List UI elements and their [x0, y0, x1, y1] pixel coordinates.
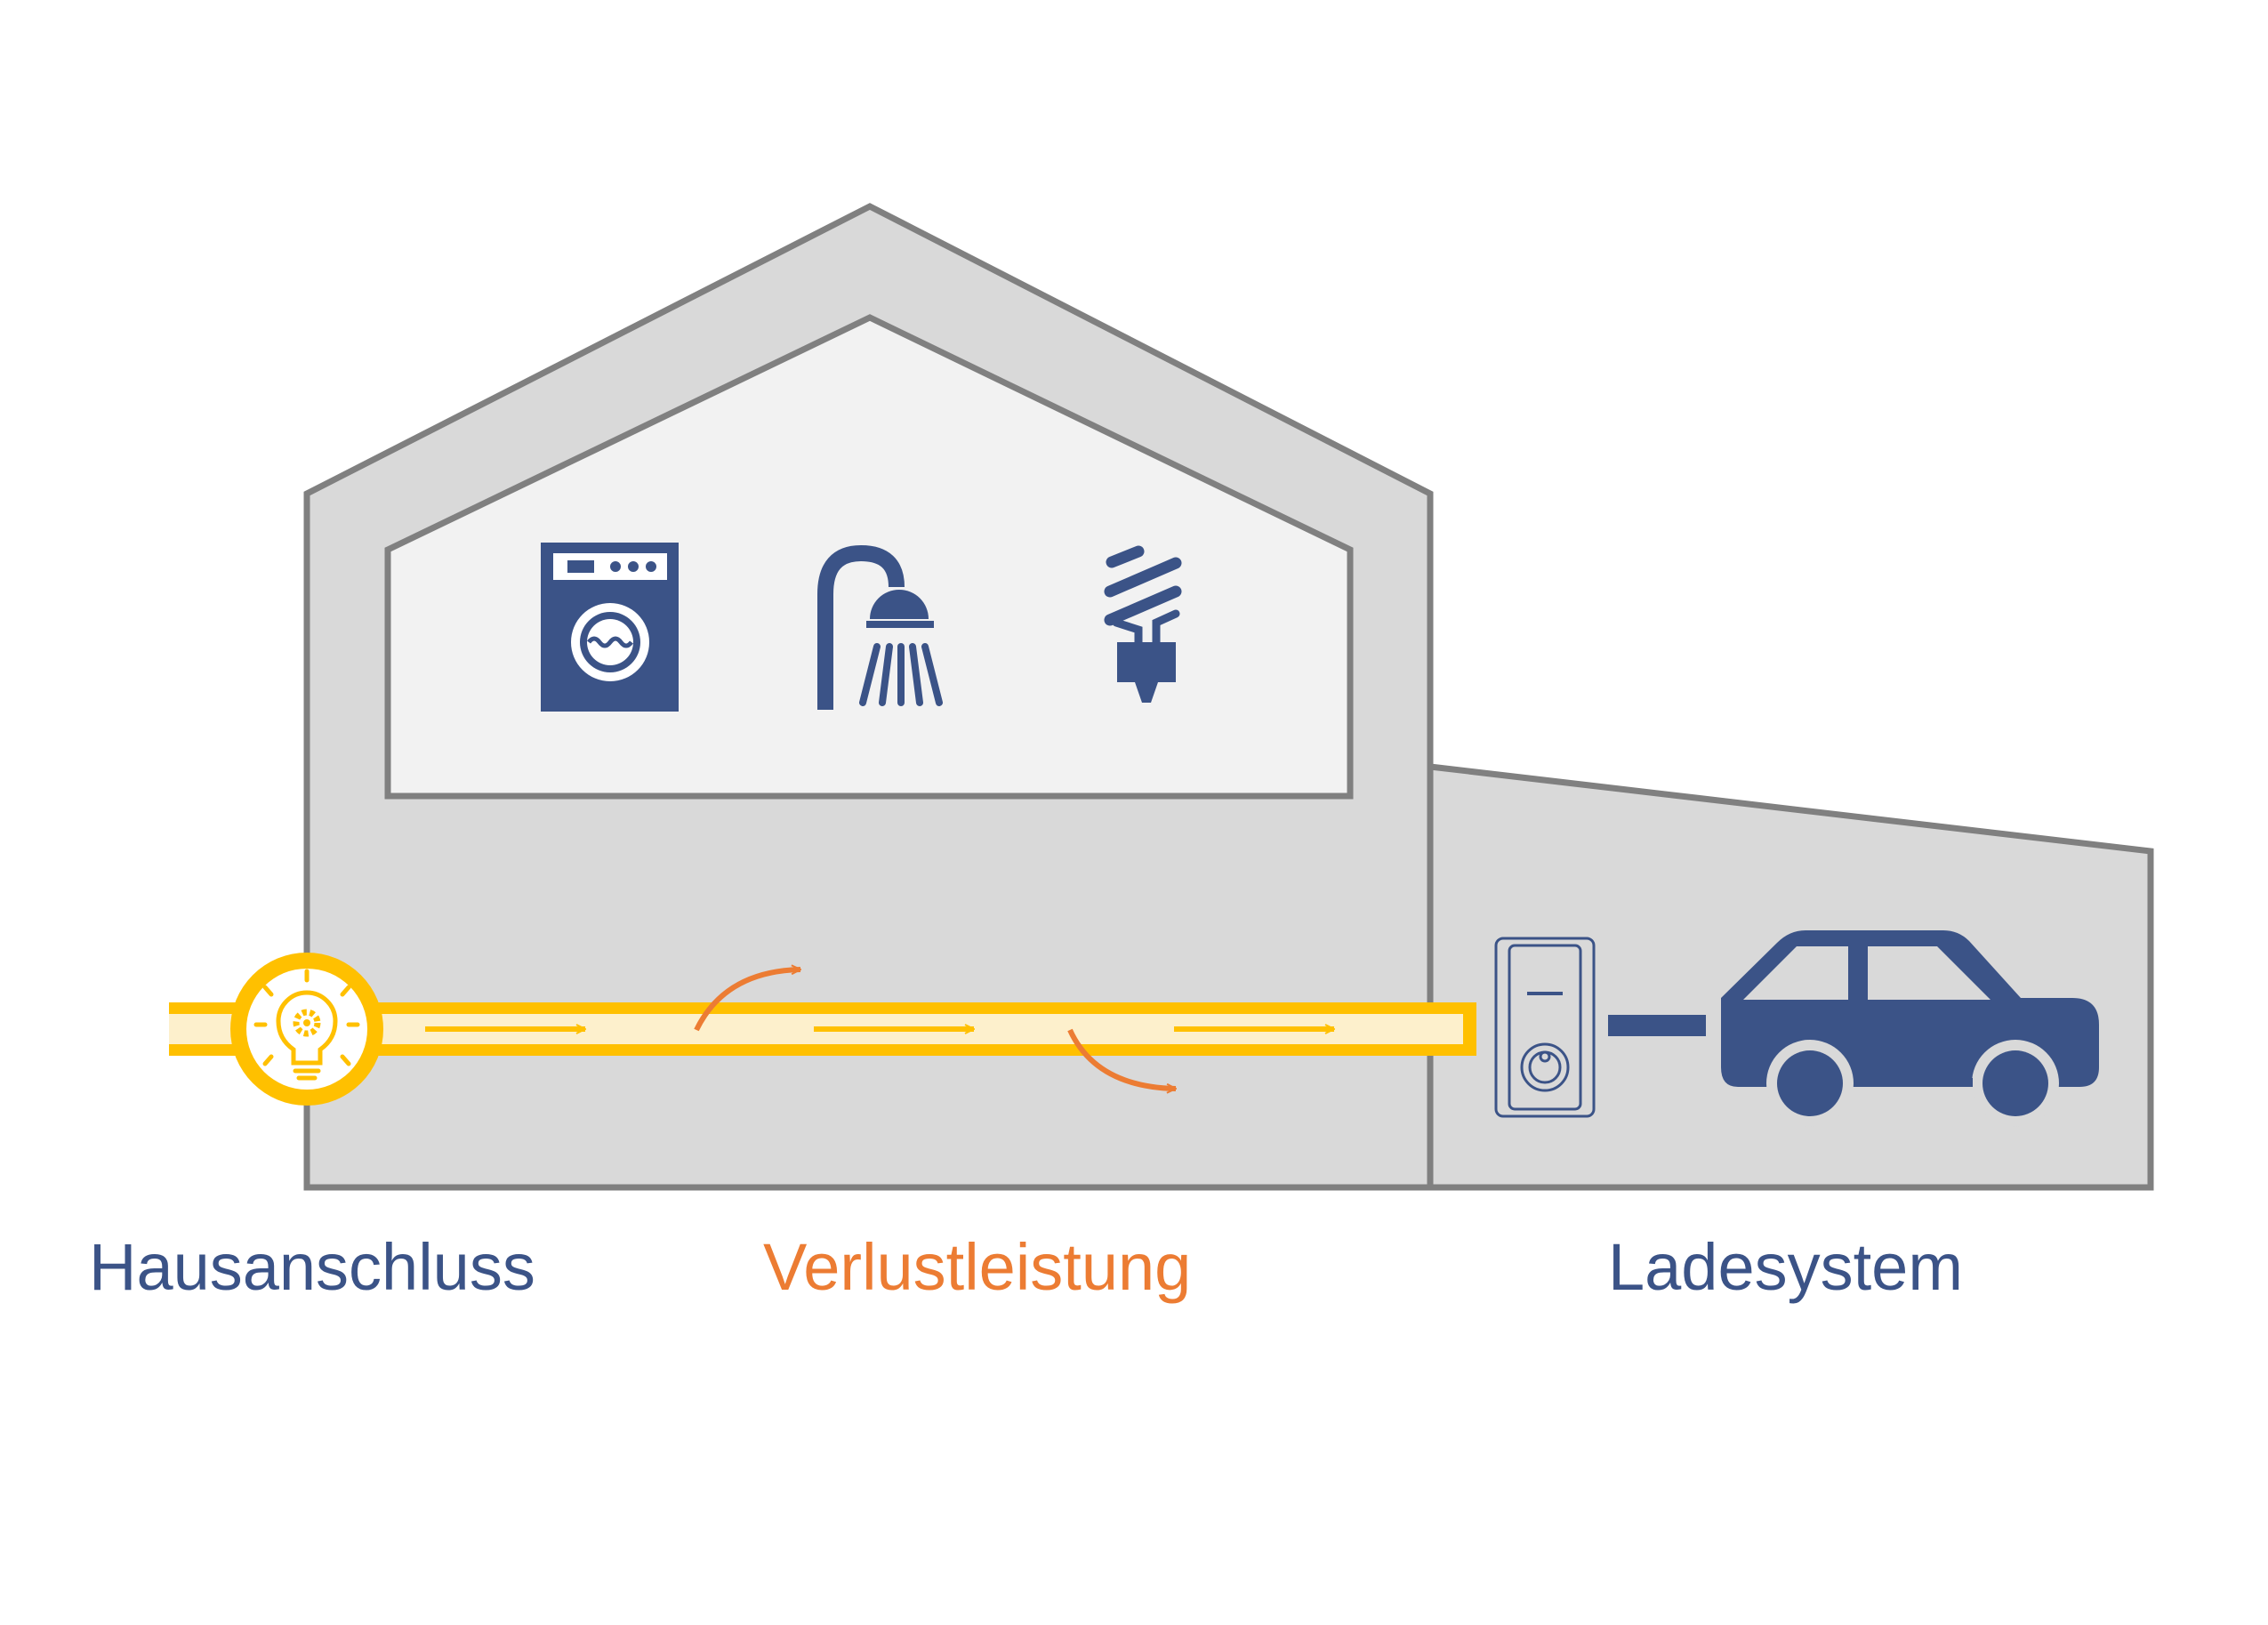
washing-machine-icon — [541, 543, 679, 712]
charging-cable — [1608, 1015, 1706, 1036]
car-wheel — [1982, 1050, 2048, 1116]
shower-icon — [817, 544, 943, 710]
loss-arrow-down — [1067, 1028, 1176, 1089]
loss-arrow-up — [694, 969, 800, 1032]
label-house-connection: Hausanschluss — [89, 1230, 535, 1304]
label-power-loss: Verlustleistung — [763, 1230, 1192, 1304]
lightbulb-gear-icon — [230, 953, 383, 1106]
label-charging-system: Ladesystem — [1608, 1230, 1963, 1304]
energy-saving-bulb-icon — [1104, 545, 1182, 703]
car-icon — [1721, 930, 2099, 1127]
loss-arrows — [694, 969, 1176, 1089]
wallbox-charger-icon — [1494, 937, 1596, 1118]
car-wheel — [1777, 1050, 1843, 1116]
